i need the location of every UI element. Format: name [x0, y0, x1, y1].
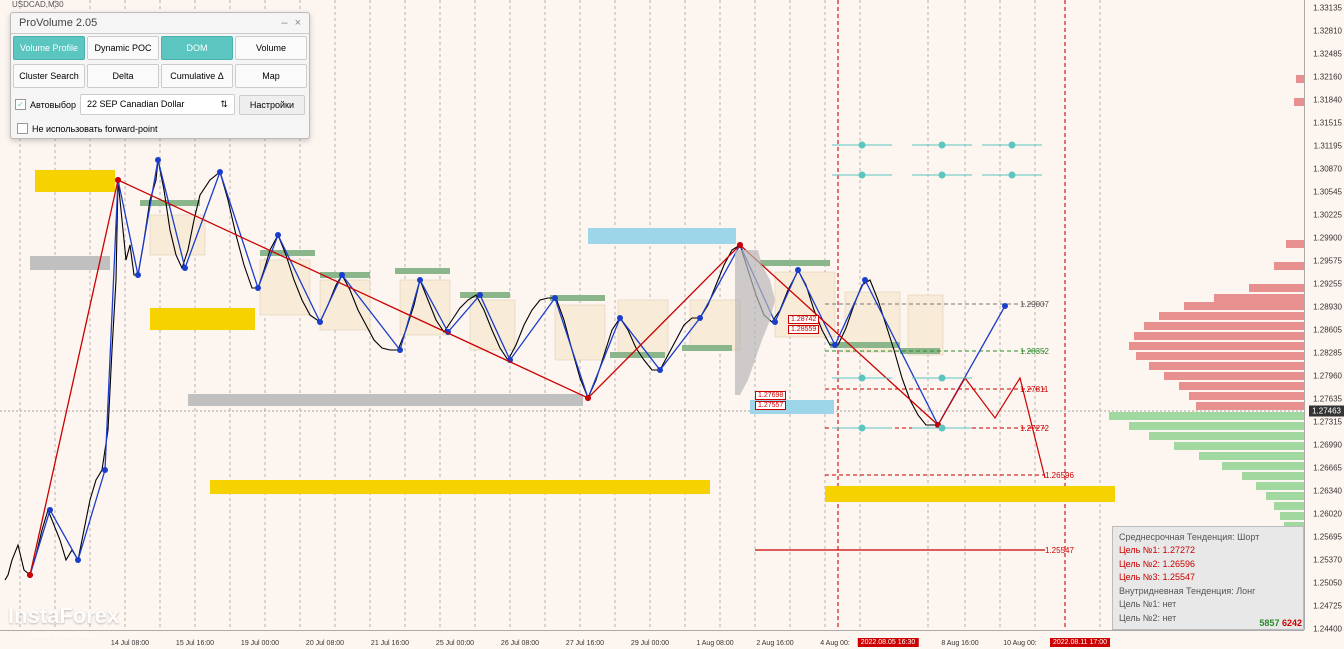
x-tick-highlight: 2022.08.05 16:30 — [858, 638, 919, 647]
panel-row-2: Cluster SearchDeltaCumulative ΔMap — [11, 62, 309, 90]
y-tick: 1.26665 — [1313, 464, 1342, 473]
panel-btn-dynamic-poc[interactable]: Dynamic POC — [87, 36, 159, 60]
footer-green-num: 5857 — [1259, 618, 1279, 628]
price-label: 1.26596 — [1045, 471, 1074, 480]
footer-numbers: 5857 6242 — [1259, 618, 1302, 628]
watermark-main: InstaForex — [8, 603, 119, 628]
y-tick: 1.24725 — [1313, 602, 1342, 611]
y-tick: 1.30870 — [1313, 165, 1342, 174]
x-tick: 15 Jul 16:00 — [176, 640, 214, 647]
y-tick: 1.24400 — [1313, 625, 1342, 634]
x-tick: 29 Jul 00:00 — [631, 640, 669, 647]
panel-btn-cumulative-δ[interactable]: Cumulative Δ — [161, 64, 233, 88]
panel-btn-volume[interactable]: Volume — [235, 36, 307, 60]
tiny-price-box: 1.28559 — [788, 325, 819, 334]
price-label: 1.29007 — [1020, 300, 1049, 309]
autoselect-checkbox[interactable]: ✓ — [15, 99, 26, 110]
tiny-price-box: 1.27557 — [755, 401, 786, 410]
x-tick-highlight: 2022.08.11 17:00 — [1050, 638, 1110, 647]
x-tick: 27 Jul 16:00 — [566, 640, 604, 647]
y-tick: 1.32160 — [1313, 73, 1342, 82]
y-tick: 1.30545 — [1313, 188, 1342, 197]
y-tick: 1.28930 — [1313, 303, 1342, 312]
y-tick: 1.32810 — [1313, 27, 1342, 36]
y-tick: 1.30225 — [1313, 211, 1342, 220]
info-target3: Цель №3: 1.25547 — [1119, 571, 1297, 585]
price-label: 1.25547 — [1045, 546, 1074, 555]
x-tick: 8 Aug 16:00 — [941, 640, 978, 647]
autoselect-checkbox-row[interactable]: ✓ Автовыбор — [15, 99, 76, 110]
panel-row-3: ✓ Автовыбор 22 SEP Canadian Dollar ⇅ Нас… — [11, 90, 309, 119]
close-icon[interactable]: × — [295, 17, 301, 29]
footer-red-num: 6242 — [1282, 618, 1302, 628]
panel-title-text: ProVolume 2.05 — [19, 17, 97, 29]
watermark-sub: Instant Forex Trading — [30, 632, 96, 639]
contract-value: 22 SEP Canadian Dollar — [87, 99, 184, 110]
y-current-price: 1.27463 — [1309, 406, 1344, 417]
x-tick: 10 Aug 00: — [1003, 640, 1036, 647]
y-tick: 1.25695 — [1313, 533, 1342, 542]
autoselect-label: Автовыбор — [30, 100, 76, 110]
y-tick: 1.27635 — [1313, 395, 1342, 404]
y-tick: 1.29900 — [1313, 234, 1342, 243]
panel-row-1: Volume ProfileDynamic POCDOMVolume — [11, 34, 309, 62]
y-tick: 1.29575 — [1313, 257, 1342, 266]
panel-title-bar[interactable]: ProVolume 2.05 – × — [11, 13, 309, 34]
tiny-price-box: 1.28742 — [788, 315, 819, 324]
y-tick: 1.29255 — [1313, 280, 1342, 289]
x-tick: 19 Jul 00:00 — [241, 640, 279, 647]
forward-label: Не использовать forward-point — [32, 124, 158, 134]
info-trend-intra: Внутридневная Тенденция: Лонг — [1119, 585, 1297, 599]
info-target1: Цель №1: 1.27272 — [1119, 544, 1297, 558]
x-tick: 2 Aug 16:00 — [756, 640, 793, 647]
y-tick: 1.25050 — [1313, 579, 1342, 588]
panel-btn-map[interactable]: Map — [235, 64, 307, 88]
y-tick: 1.25370 — [1313, 556, 1342, 565]
forward-point-row[interactable]: Не использовать forward-point — [11, 119, 309, 138]
y-axis: 1.27463 1.33135 1.32810 1.32485 1.32160 1.31… — [1304, 0, 1344, 630]
x-tick: 14 Jul 08:00 — [111, 640, 149, 647]
tiny-price-box: 1.27698 — [755, 391, 786, 400]
price-label: 1.27811 — [1020, 385, 1048, 394]
settings-button[interactable]: Настройки — [239, 95, 305, 115]
price-label: 1.27272 — [1020, 424, 1049, 433]
y-tick: 1.31840 — [1313, 96, 1342, 105]
y-tick: 1.28605 — [1313, 326, 1342, 335]
watermark-sub-text: Instant Forex Trading — [30, 632, 96, 639]
x-tick: 26 Jul 08:00 — [501, 640, 539, 647]
chevron-updown-icon: ⇅ — [220, 99, 228, 110]
info-box: Среднесрочная Тенденция: Шорт Цель №1: 1… — [1112, 526, 1304, 631]
info-target2: Цель №2: 1.26596 — [1119, 558, 1297, 572]
y-tick: 1.27960 — [1313, 372, 1342, 381]
watermark-logo: InstaForex — [8, 603, 119, 629]
y-tick: 1.32485 — [1313, 50, 1342, 59]
panel-btn-dom[interactable]: DOM — [161, 36, 233, 60]
panel-btn-cluster-search[interactable]: Cluster Search — [13, 64, 85, 88]
contract-select[interactable]: 22 SEP Canadian Dollar ⇅ — [80, 94, 235, 115]
info-trend-mid: Среднесрочная Тенденция: Шорт — [1119, 531, 1297, 545]
panel-window-controls: – × — [277, 17, 301, 29]
x-axis: 14 Jul 08:00 15 Jul 16:00 19 Jul 00:00 20 J… — [0, 630, 1304, 649]
y-tick: 1.28285 — [1313, 349, 1342, 358]
y-tick: 1.26340 — [1313, 487, 1342, 496]
x-tick: 21 Jul 16:00 — [371, 640, 409, 647]
y-tick: 1.31195 — [1314, 142, 1342, 151]
x-tick: 25 Jul 00:00 — [436, 640, 474, 647]
price-label: 1.28352 — [1020, 347, 1049, 356]
y-tick: 1.33135 — [1313, 4, 1342, 13]
x-tick: 1 Aug 08:00 — [696, 640, 733, 647]
panel-btn-volume-profile[interactable]: Volume Profile — [13, 36, 85, 60]
forward-checkbox[interactable] — [17, 123, 28, 134]
panel-btn-delta[interactable]: Delta — [87, 64, 159, 88]
y-tick: 1.27315 — [1313, 418, 1342, 427]
settings-label: Настройки — [250, 100, 294, 110]
info-intra-t1: Цель №1: нет — [1119, 598, 1297, 612]
x-tick: 20 Jul 08:00 — [306, 640, 344, 647]
y-tick: 1.31515 — [1313, 119, 1342, 128]
x-tick: 4 Aug 00: — [820, 640, 850, 647]
y-tick: 1.26020 — [1313, 510, 1342, 519]
y-tick: 1.26990 — [1313, 441, 1342, 450]
provolume-panel[interactable]: ProVolume 2.05 – × Volume ProfileDynamic… — [10, 12, 310, 139]
minimize-icon[interactable]: – — [281, 17, 287, 29]
